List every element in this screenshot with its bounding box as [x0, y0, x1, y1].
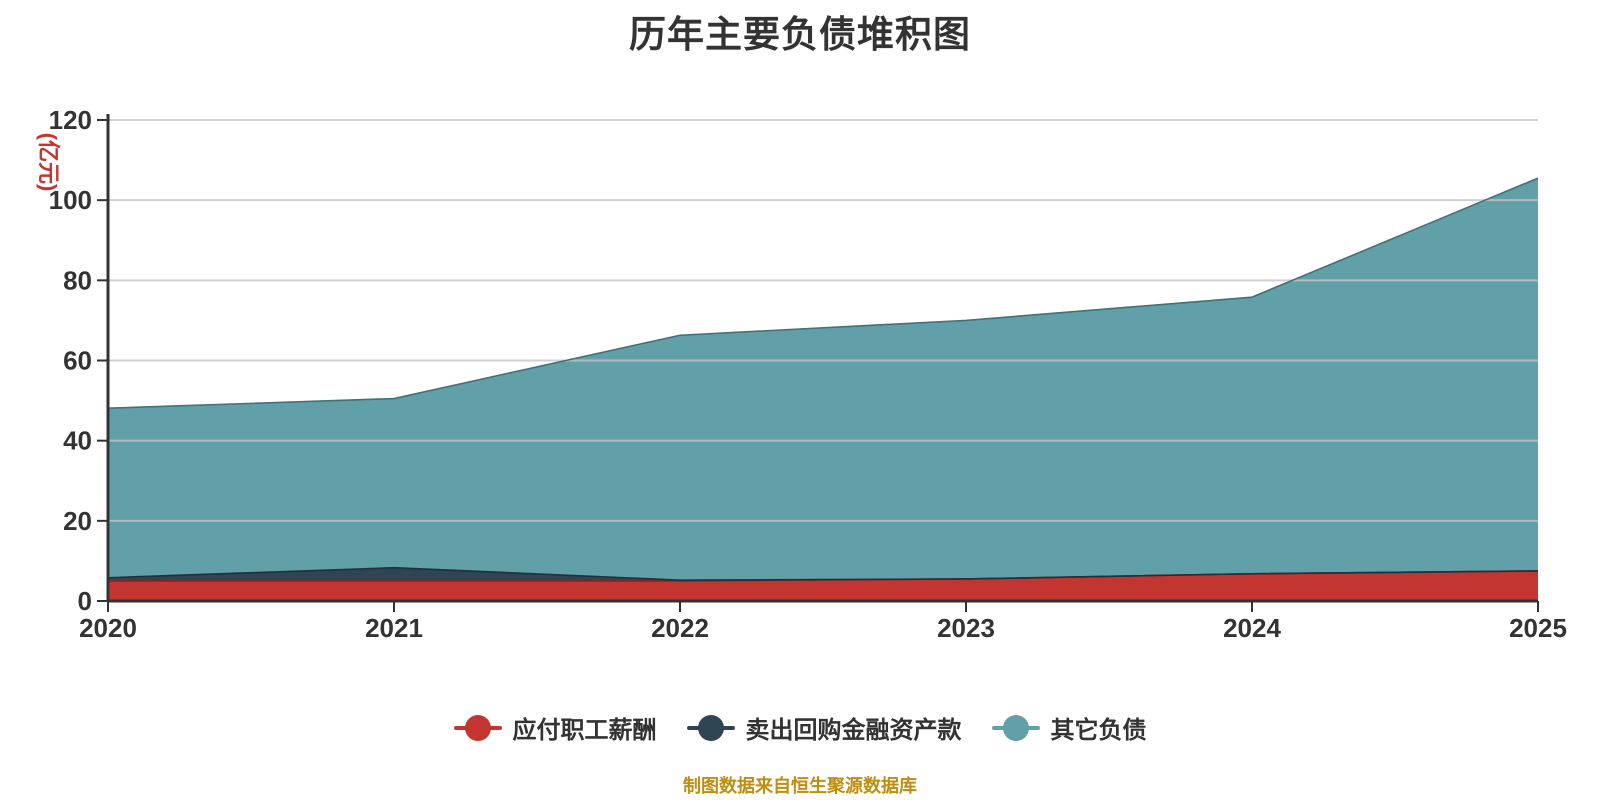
x-tick-label: 2023: [937, 613, 995, 643]
x-tick-label: 2024: [1223, 613, 1281, 643]
x-tick-label: 2022: [651, 613, 709, 643]
area-series-2[interactable]: [108, 178, 1538, 581]
series-top-line-2: [107, 177, 1539, 409]
area-series-0[interactable]: [108, 570, 1538, 601]
legend-label: 卖出回购金融资产款: [745, 717, 962, 744]
chart-title: 历年主要负债堆积图: [629, 14, 971, 55]
legend: 应付职工薪酬 卖出回购金融资产款 其它负债: [0, 710, 1600, 745]
y-tick-label: 80: [63, 265, 92, 295]
legend-item-2[interactable]: 其它负债: [991, 710, 1147, 745]
legend-item-0[interactable]: 应付职工薪酬: [453, 710, 657, 745]
x-tick-label: 2020: [79, 613, 137, 643]
x-tick-label: 2021: [365, 613, 423, 643]
series-top-line-1: [107, 566, 1539, 581]
y-tick-label: 100: [49, 185, 92, 215]
y-tick-label: 20: [63, 506, 92, 536]
legend-line-dot-icon: [686, 714, 735, 741]
legend-line-dot-icon: [453, 714, 502, 741]
y-tick-label: 40: [63, 426, 92, 456]
source-caption: 制图数据来自恒生聚源数据库: [683, 776, 917, 796]
y-tick-label: 60: [63, 346, 92, 376]
y-tick-label: 0: [78, 586, 92, 616]
legend-label: 应付职工薪酬: [512, 717, 657, 744]
y-tick-label: 120: [49, 105, 92, 135]
x-tick-label: 2025: [1509, 613, 1567, 643]
legend-item-1[interactable]: 卖出回购金融资产款: [686, 710, 962, 745]
legend-line-dot-icon: [991, 714, 1040, 741]
legend-label: 其它负债: [1050, 717, 1147, 744]
